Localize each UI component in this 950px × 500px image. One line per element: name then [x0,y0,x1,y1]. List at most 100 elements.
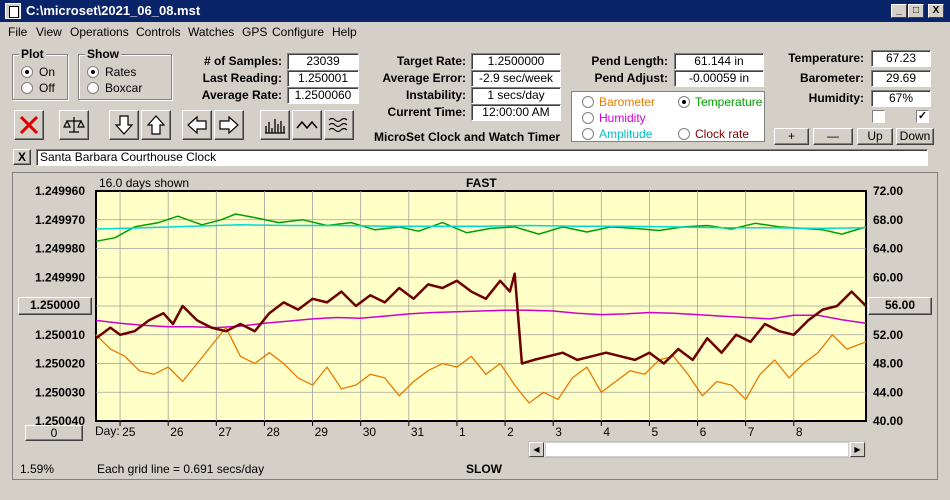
clear-icon [19,115,39,135]
instability-field: 1 secs/day [471,87,561,104]
show-boxcar-radio[interactable] [87,82,99,94]
center-rate-button[interactable]: 1.250000 [18,297,92,315]
down-button[interactable]: Down [896,128,934,145]
y-left-tick-label: 1.249970 [35,213,85,227]
y-right-tick-label: 60.00 [873,270,903,284]
clear-button[interactable] [14,110,44,140]
pend-adjust-field: -0.00059 in [674,70,764,87]
average-rate-field: 1.2500060 [287,87,359,104]
sensor-clock-rate-radio[interactable] [678,128,690,140]
offset-zero-button[interactable]: 0 [25,425,83,441]
scroll-right-arrow-icon[interactable]: ▶ [850,442,865,457]
plot-group: Plot On Off [12,47,68,100]
close-button[interactable]: X [928,4,944,18]
samples-label: # of Samples: [203,54,282,68]
app-title-label: MicroSet Clock and Watch Timer [374,130,561,144]
right-arrow-button[interactable] [214,110,244,140]
app-icon [5,3,21,19]
humidity-field: 67% [871,90,931,107]
sensor-temperature-radio[interactable] [678,96,690,108]
instability-label: Instability: [405,88,466,102]
x-day-label: 25 [122,425,136,439]
sensor-amplitude-radio[interactable] [582,128,594,140]
chart: 1.249960 72.00 1.249970 68.00 1.249980 64.00 1… [35,184,903,439]
multiwave-button[interactable] [324,110,354,140]
chart-scrollbar[interactable]: ◀ ▶ [528,441,866,458]
plus-button[interactable]: + [774,128,809,145]
chart-frame: 1.249960 72.00 1.249970 68.00 1.249980 64.00 1… [12,172,938,480]
menu-watches[interactable]: Watches [188,25,235,39]
pend-length-field[interactable]: 61.144 in [674,53,764,70]
scroll-left-arrow-icon[interactable]: ◀ [529,442,544,457]
y-left-tick-label: 1.249980 [35,242,85,256]
sensor-barometer-label: Barometer [599,95,656,109]
wave-icon [296,120,318,130]
y-left-tick-label: 1.250010 [35,328,85,342]
percent-label: 1.59% [20,462,55,476]
minus-button[interactable]: — [813,128,853,145]
plot-on-radio[interactable] [21,66,33,78]
menu-configure[interactable]: Configure [272,25,325,39]
plot-off-radio[interactable] [21,82,33,94]
y-right-tick-label: 64.00 [873,242,903,256]
grid-note-label: Each grid line = 0.691 secs/day [97,462,265,476]
description-field[interactable]: Santa Barbara Courthouse Clock [36,149,928,166]
barometer-field: 29.69 [871,70,931,87]
menu-file[interactable]: File [8,25,28,39]
sensor-humidity-label: Humidity [599,111,646,125]
menu-gps[interactable]: GPS [242,25,268,39]
center-value-button[interactable]: 56.00 [868,297,932,315]
description-close-button[interactable]: X [13,149,31,165]
x-day-label: 2 [507,425,514,439]
balance-icon [63,117,85,133]
fast-label: FAST [466,176,497,190]
up-button[interactable]: Up [857,128,893,145]
y-left-tick-label: 1.250030 [35,385,85,399]
x-day-label: 4 [603,425,610,439]
y-left-tick-label: 1.250040 [35,414,85,428]
down-arrow-button[interactable] [109,110,139,140]
menu-controls[interactable]: Controls [136,25,181,39]
scroll-thumb[interactable] [545,442,849,457]
menu-view[interactable]: View [36,25,62,39]
sensor-humidity-radio[interactable] [582,112,594,124]
balance-button[interactable] [59,110,89,140]
window-title: C:\microset\2021_06_08.mst [26,3,201,18]
arrow-down-icon [114,115,134,135]
pend-length-label: Pend Length: [591,54,668,68]
left-arrow-button[interactable] [182,110,212,140]
bars-icon [265,119,285,134]
target-rate-field[interactable]: 1.2500000 [471,53,561,70]
minimize-button[interactable]: _ [891,4,907,18]
y-left-tick-label: 1.249990 [35,270,85,284]
y-right-tick-label: 72.00 [873,184,903,198]
checkbox-1[interactable] [872,110,885,123]
days-shown-label: 16.0 days shown [99,176,190,190]
plot-group-title: Plot [19,47,46,61]
title-bar: C:\microset\2021_06_08.mst _ □ X [0,0,950,22]
x-day-label: 29 [315,425,329,439]
sensor-barometer-radio[interactable] [582,96,594,108]
arrow-right-icon [219,115,239,135]
x-day-label: 3 [555,425,562,439]
show-rates-radio[interactable] [87,66,99,78]
y-left-tick-label: 1.250020 [35,357,85,371]
x-day-label: 1 [459,425,466,439]
up-arrow-button[interactable] [141,110,171,140]
bars-button[interactable] [260,110,290,140]
wave-button[interactable] [292,110,322,140]
pend-adjust-label: Pend Adjust: [594,71,668,85]
checkbox-2[interactable]: ✓ [916,110,929,123]
x-day-label: 5 [651,425,658,439]
temperature-label: Temperature: [788,51,864,65]
slow-label: SLOW [466,462,502,476]
series-line-1 [95,224,867,230]
x-day-label: 8 [796,425,803,439]
x-day-label: 6 [700,425,707,439]
menu-help[interactable]: Help [332,25,357,39]
menu-operations[interactable]: Operations [70,25,129,39]
x-day-label: 27 [218,425,232,439]
y-right-tick-label: 40.00 [873,414,903,428]
maximize-button[interactable]: □ [908,4,924,18]
sensor-clock-rate-label: Clock rate [695,127,750,141]
